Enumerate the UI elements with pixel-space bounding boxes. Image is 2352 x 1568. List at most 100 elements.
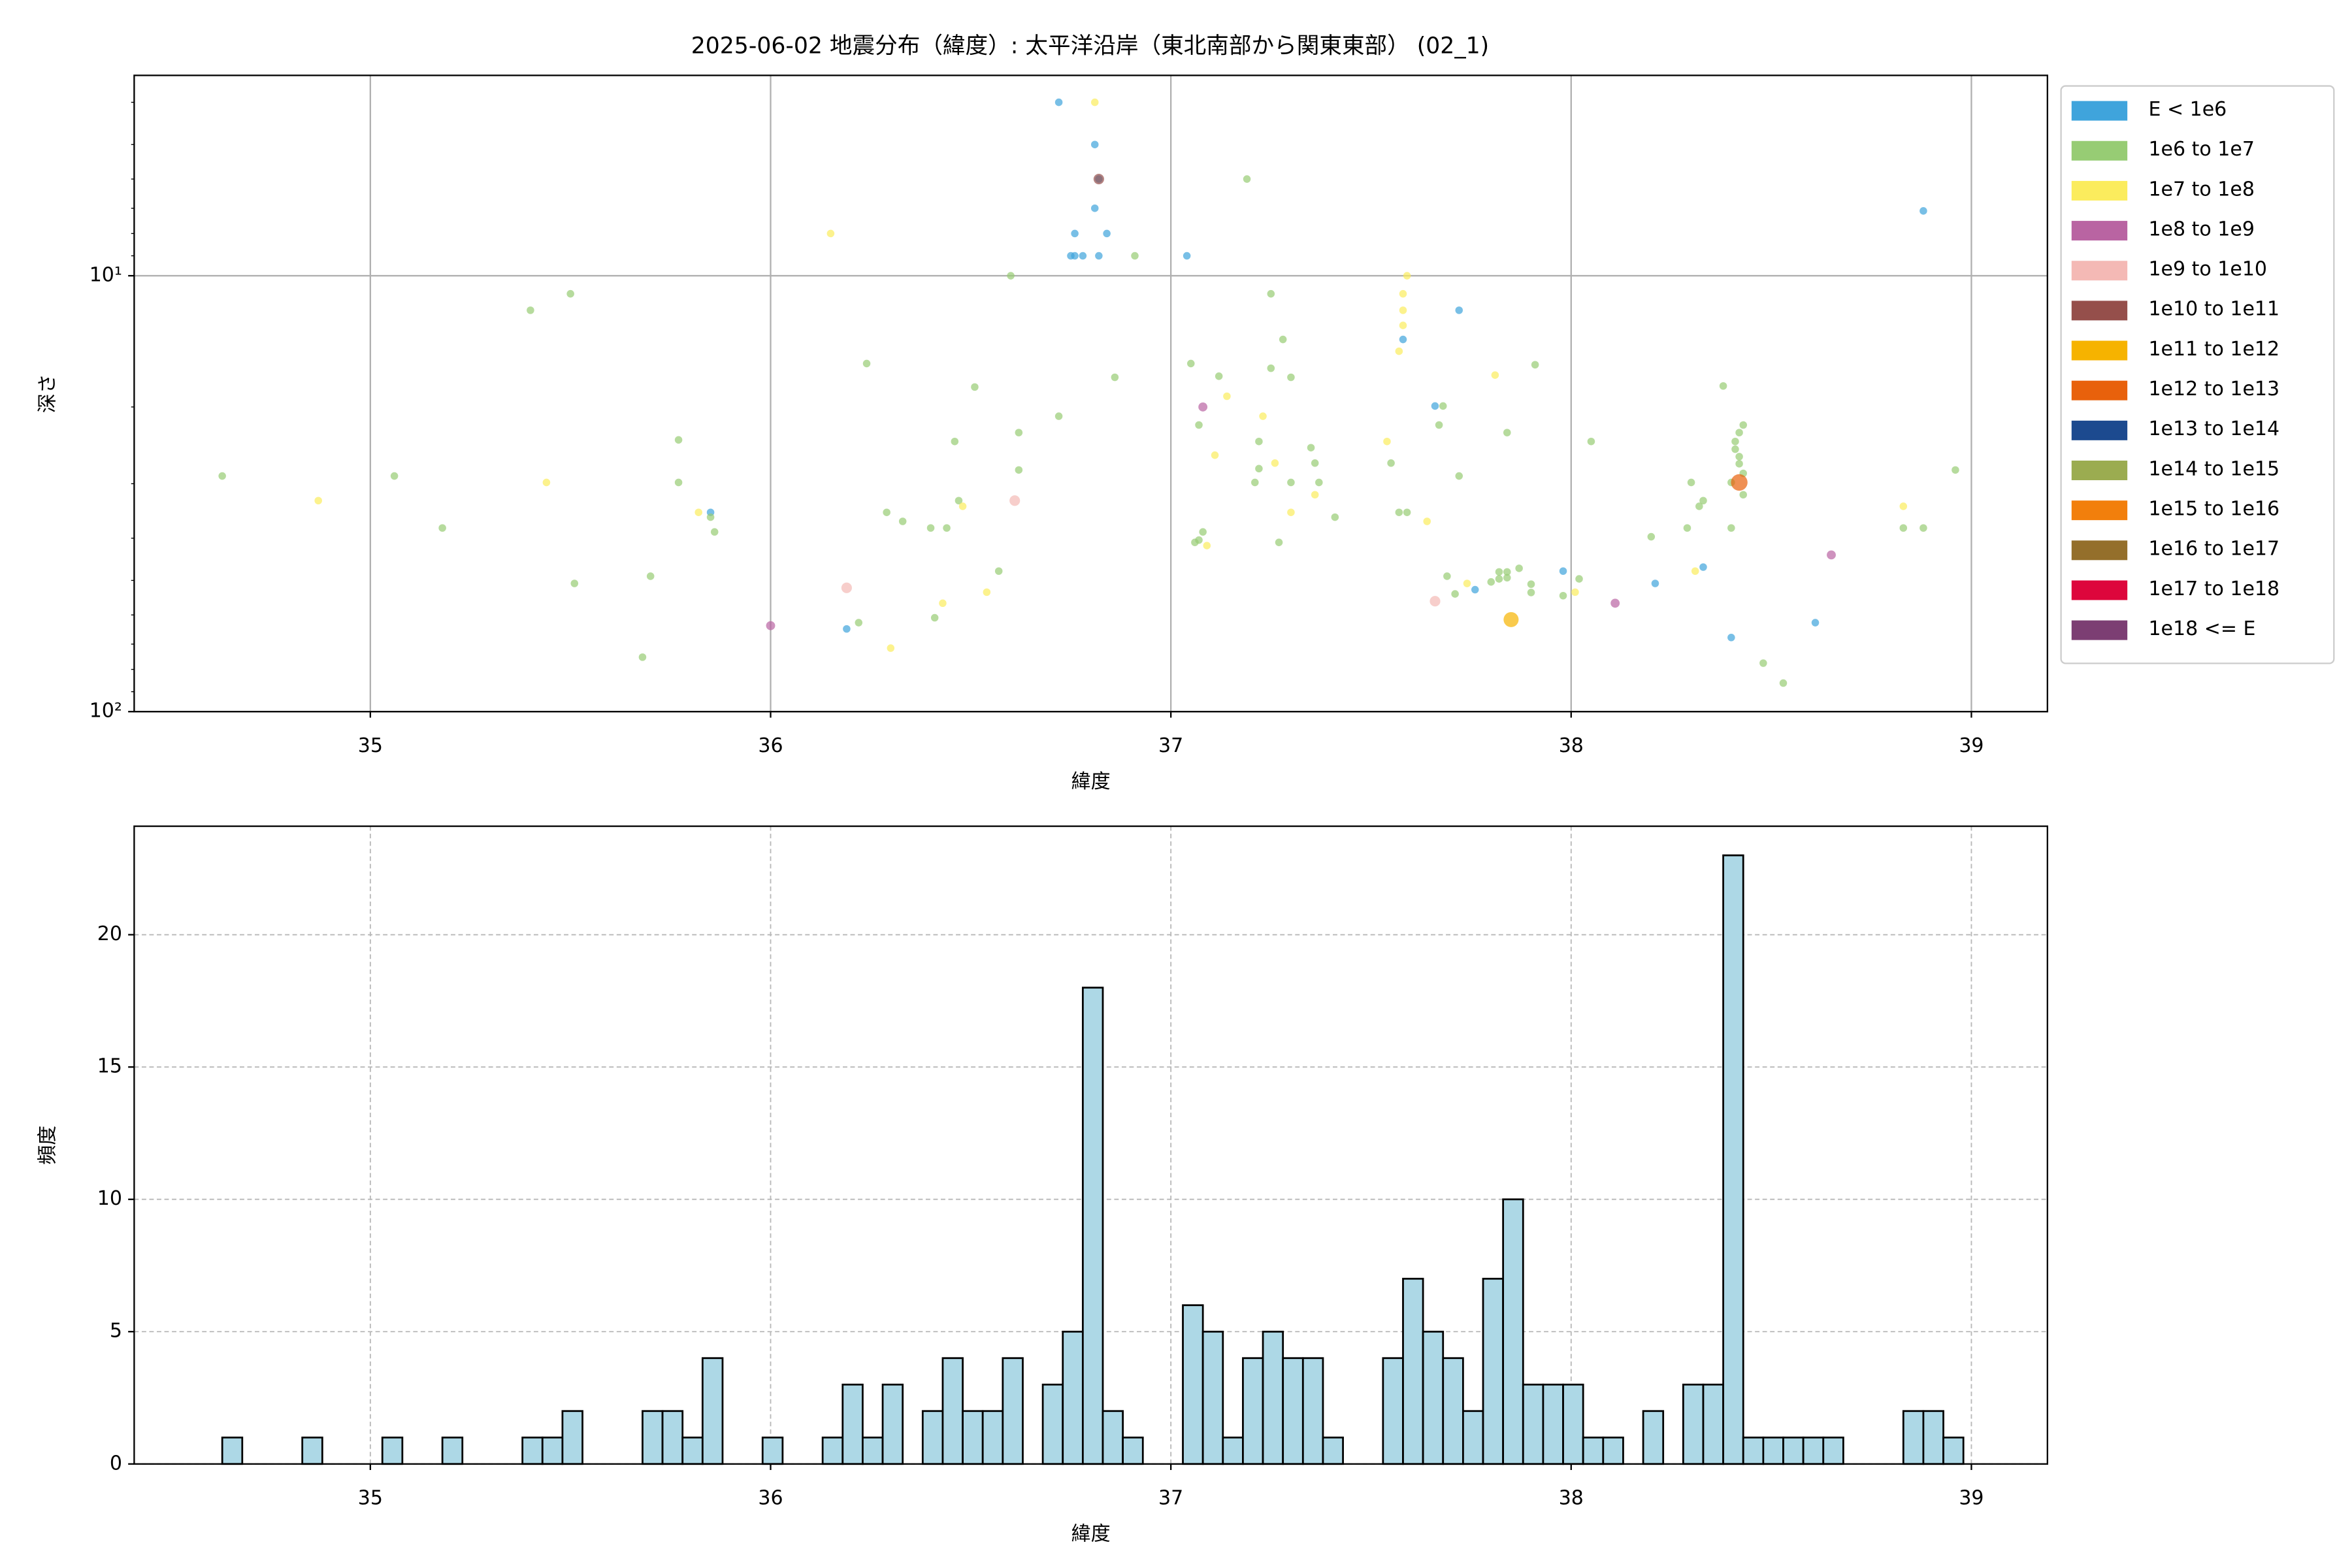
data-point [1515, 564, 1523, 572]
x-tick-label: 37 [1158, 1486, 1183, 1509]
data-point [1259, 412, 1267, 420]
data-point [1610, 598, 1620, 608]
histogram-bar [841, 1383, 864, 1465]
data-point [1311, 491, 1319, 499]
y-tick-label: 15 [97, 1055, 122, 1078]
data-point [1387, 459, 1395, 467]
data-point [883, 508, 890, 516]
data-point [1315, 478, 1323, 487]
y-tick-label: 20 [97, 923, 122, 945]
histogram-bar [1522, 1383, 1544, 1465]
histogram-bar [541, 1436, 564, 1465]
legend-label: 1e6 to 1e7 [2148, 138, 2254, 161]
data-point [1731, 445, 1739, 453]
data-point [1503, 612, 1519, 627]
data-point [1071, 252, 1079, 260]
data-point [1191, 538, 1199, 546]
data-point [314, 497, 322, 505]
histogram-bar [1702, 1383, 1724, 1465]
data-point [1495, 575, 1503, 583]
data-point [1131, 252, 1139, 260]
x-tick-label: 36 [758, 734, 783, 757]
histogram-bar [1602, 1436, 1624, 1465]
histogram-bar [1262, 1330, 1284, 1465]
data-point [1735, 429, 1743, 436]
legend-swatch [2071, 461, 2128, 480]
data-point [1007, 272, 1015, 280]
data-point [566, 289, 574, 298]
histogram-bar [1922, 1410, 1944, 1465]
data-point [1487, 578, 1495, 586]
histogram-bar [1822, 1436, 1844, 1465]
data-point [1267, 364, 1275, 372]
data-point [1695, 502, 1703, 510]
data-point [1495, 568, 1503, 576]
data-point [1279, 335, 1287, 344]
histogram-bar [1382, 1357, 1404, 1465]
data-point [1531, 361, 1539, 369]
histogram-bar [1902, 1410, 1925, 1465]
data-point [1423, 517, 1431, 525]
data-point [926, 524, 935, 532]
data-point [1463, 580, 1471, 587]
histogram-bar [1942, 1436, 1965, 1465]
data-point [855, 619, 863, 627]
data-point [958, 502, 967, 510]
data-point [994, 567, 1003, 575]
x-tick-label: 39 [1959, 734, 1984, 757]
x-tick-label: 35 [358, 734, 383, 757]
y-axis-label: 深さ [36, 374, 59, 413]
data-point [1111, 373, 1119, 382]
legend-swatch [2071, 380, 2128, 400]
histogram-bar [881, 1383, 904, 1465]
data-point [1399, 289, 1407, 298]
data-point [1195, 421, 1203, 429]
data-point [1403, 508, 1411, 516]
x-tick-label: 37 [1158, 734, 1183, 757]
data-point [983, 588, 991, 596]
data-point [1255, 437, 1263, 446]
data-point [1503, 568, 1511, 576]
histogram-bar [301, 1436, 323, 1465]
data-point [570, 580, 579, 587]
data-point [1054, 412, 1063, 420]
legend-swatch [2071, 180, 2128, 201]
histogram-bar [1081, 987, 1104, 1465]
histogram-bar [761, 1436, 784, 1465]
data-point [1243, 175, 1251, 183]
legend-label: 1e9 to 1e10 [2148, 258, 2267, 281]
data-point [939, 599, 947, 608]
y-tick-label: 10¹ [90, 264, 122, 287]
data-point [1399, 321, 1407, 329]
legend-label: 1e16 to 1e17 [2148, 538, 2279, 561]
data-point [1899, 524, 1908, 532]
data-point [1559, 591, 1567, 600]
chart-title: 2025-06-02 地震分布（緯度）: 太平洋沿岸（東北南部から関東東部） (… [691, 33, 1489, 59]
x-tick-label: 35 [358, 1486, 383, 1509]
legend-swatch [2071, 261, 2128, 281]
data-point [542, 478, 551, 487]
data-point [1009, 495, 1021, 506]
data-point [955, 497, 963, 505]
data-point [1198, 402, 1208, 412]
data-point [1090, 140, 1099, 148]
data-point [390, 472, 399, 480]
data-point [1919, 524, 1927, 532]
histogram-bar [1582, 1436, 1605, 1465]
data-point [438, 524, 446, 532]
data-point [1731, 437, 1739, 446]
histogram-bar [1462, 1410, 1484, 1465]
data-point [826, 229, 835, 238]
legend-label: 1e13 to 1e14 [2148, 417, 2279, 440]
x-tick-label: 38 [1559, 1486, 1584, 1509]
data-point [1471, 585, 1479, 594]
data-point [1251, 478, 1259, 487]
histogram-bar [1802, 1436, 1825, 1465]
data-point [646, 572, 655, 580]
legend-swatch [2071, 420, 2128, 440]
histogram-bar [1562, 1383, 1584, 1465]
data-point [1683, 524, 1691, 532]
data-point [1287, 478, 1295, 487]
histogram-bar [1482, 1277, 1505, 1465]
